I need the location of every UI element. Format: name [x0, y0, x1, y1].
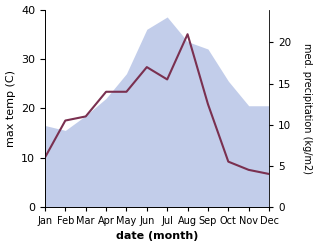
X-axis label: date (month): date (month) [116, 231, 198, 242]
Y-axis label: med. precipitation (kg/m2): med. precipitation (kg/m2) [302, 43, 313, 174]
Y-axis label: max temp (C): max temp (C) [5, 70, 16, 147]
